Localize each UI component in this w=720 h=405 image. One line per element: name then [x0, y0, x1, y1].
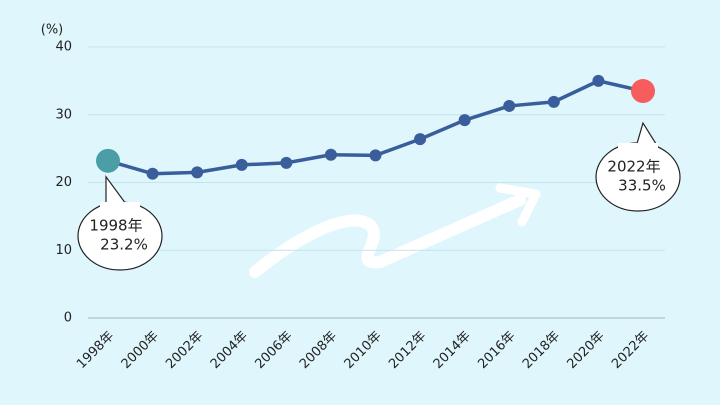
y-tick-label: 10 — [55, 243, 72, 258]
callout-label: 2022年 — [607, 158, 660, 176]
trend-arrow-head — [495, 183, 541, 227]
point — [191, 166, 204, 179]
plot — [96, 74, 655, 180]
point — [324, 148, 337, 161]
y-tick-label: 20 — [55, 175, 72, 190]
y-tick-label: 40 — [55, 40, 72, 55]
callout-label: 1998年 — [89, 217, 142, 235]
callout-value: 33.5% — [618, 177, 666, 195]
highlight-point — [96, 148, 120, 173]
point — [235, 158, 248, 171]
point — [503, 99, 516, 112]
point — [369, 149, 382, 162]
y-tick-label: 0 — [64, 311, 72, 326]
callout-tail-cover — [618, 143, 658, 149]
callout-value: 23.2% — [100, 236, 148, 254]
point — [414, 133, 427, 146]
point — [592, 74, 605, 87]
y-unit-label: (%) — [41, 23, 64, 38]
trend-arrow — [249, 194, 526, 278]
point — [280, 156, 293, 169]
point — [458, 114, 471, 127]
y-tick-label: 30 — [55, 107, 72, 122]
point — [146, 167, 159, 180]
highlight-point — [631, 79, 655, 104]
point — [547, 95, 560, 108]
callout-tail-cover — [100, 202, 140, 208]
